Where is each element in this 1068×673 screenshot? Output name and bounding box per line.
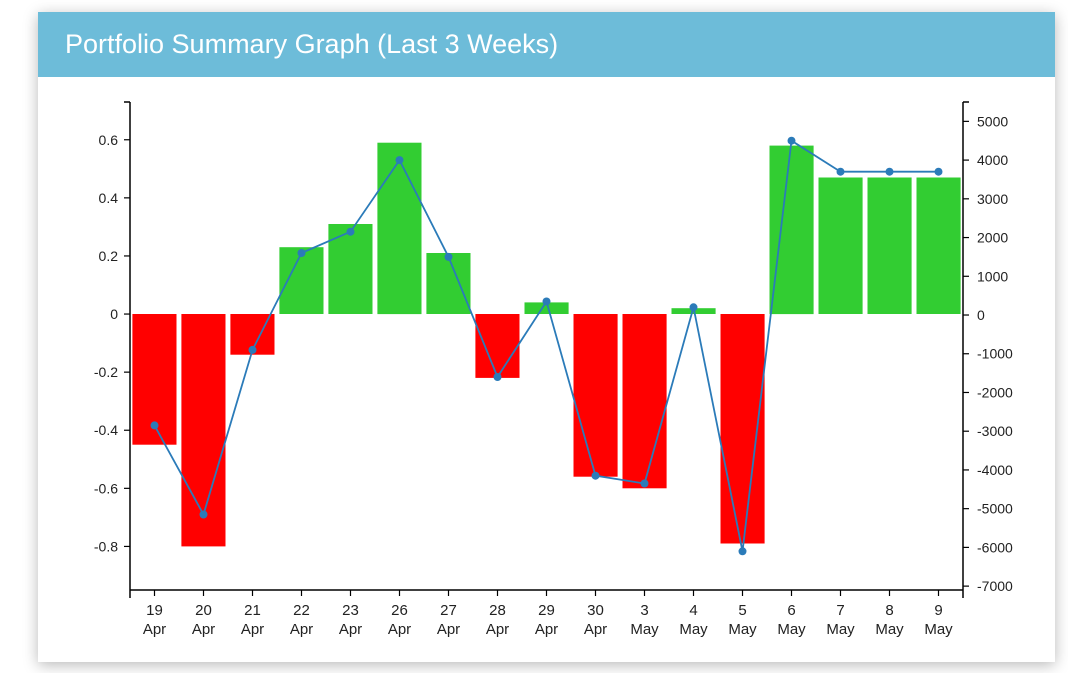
left-axis: 0.6 0.4 0.2 0 -0.2 -0.4 -0.6 -0.8: [94, 101, 131, 590]
x-tick-label-month: May: [924, 621, 953, 638]
x-tick-label-day: 20: [195, 602, 212, 619]
x-tick-label-month: Apr: [388, 621, 411, 638]
card-header: Portfolio Summary Graph (Last 3 Weeks): [38, 12, 1055, 77]
x-tick-label-day: 30: [587, 602, 604, 619]
chart-title: Portfolio Summary Graph (Last 3 Weeks): [65, 29, 559, 59]
x-tick-label-month: May: [728, 621, 757, 638]
line-point: [542, 297, 551, 306]
x-tick-label-month: May: [826, 621, 855, 638]
left-tick-label: -0.4: [94, 422, 118, 438]
x-tick-label-month: Apr: [143, 621, 166, 638]
line-point: [297, 249, 306, 257]
x-tick-label-month: May: [875, 621, 904, 638]
bar: [622, 314, 667, 489]
x-tick-label-month: Apr: [486, 621, 509, 638]
left-tick-label: 0.6: [99, 132, 119, 148]
x-tick-label-month: Apr: [584, 621, 607, 638]
x-tick-label-day: 8: [885, 602, 893, 619]
bar: [916, 177, 961, 314]
bar: [377, 142, 422, 315]
x-tick-label-day: 26: [391, 602, 408, 619]
left-tick-label: 0.2: [99, 248, 119, 264]
x-axis: 19 Apr 20 Apr 21 Apr 22 Apr 23 Apr 26 Apr 27 Apr 28 Apr…: [129, 589, 964, 638]
line-point: [934, 167, 943, 176]
bar: [867, 177, 912, 314]
line-point: [493, 373, 502, 381]
right-tick-label: 0: [977, 307, 985, 323]
x-tick-label-day: 28: [489, 602, 506, 619]
x-tick-label-day: 3: [640, 602, 648, 619]
right-tick-label: 4000: [977, 152, 1008, 168]
bar: [279, 247, 324, 314]
bar: [573, 314, 618, 477]
x-tick-label-month: May: [777, 621, 806, 638]
line-point: [346, 227, 355, 236]
left-tick-label: 0.4: [99, 190, 119, 206]
line-point: [395, 156, 404, 165]
x-tick-label-month: Apr: [535, 621, 558, 638]
right-tick-label: 2000: [977, 230, 1008, 246]
left-tick-label: 0: [110, 306, 118, 322]
x-tick-label-day: 22: [293, 602, 310, 619]
x-tick-label-month: May: [630, 621, 659, 638]
x-tick-label-day: 5: [738, 602, 746, 619]
x-tick-label-month: Apr: [241, 621, 264, 638]
line-point: [199, 510, 208, 519]
line-point: [591, 471, 600, 480]
right-tick-label: -7000: [977, 578, 1013, 594]
line-point: [836, 167, 845, 176]
x-tick-label-month: Apr: [192, 621, 215, 638]
line-point: [738, 547, 747, 556]
line-point: [444, 252, 453, 261]
line-point: [689, 303, 698, 312]
bar: [769, 145, 814, 315]
bars-series: [132, 142, 961, 547]
line-point: [885, 167, 894, 176]
x-tick-label-day: 29: [538, 602, 555, 619]
x-tick-label-month: Apr: [437, 621, 460, 638]
right-axis: 5000 4000 3000 2000 1000 0 -1000 -2000 -3000 -400…: [962, 101, 1013, 594]
right-tick-label: 5000: [977, 113, 1008, 129]
right-tick-label: -1000: [977, 346, 1013, 362]
x-tick-label-day: 4: [689, 602, 697, 619]
bar: [181, 314, 226, 547]
right-tick-label: -2000: [977, 384, 1013, 400]
left-tick-label: -0.6: [94, 480, 118, 496]
right-tick-label: -5000: [977, 501, 1013, 517]
x-tick-label-day: 19: [146, 602, 163, 619]
x-tick-label-day: 7: [836, 602, 844, 619]
right-tick-label: -3000: [977, 423, 1013, 439]
x-tick-label-day: 9: [934, 602, 942, 619]
right-tick-label: -4000: [977, 462, 1013, 478]
bar: [524, 302, 569, 314]
right-tick-label: 3000: [977, 191, 1008, 207]
bar: [426, 253, 471, 314]
x-tick-label-month: May: [679, 621, 708, 638]
left-tick-label: -0.8: [94, 538, 118, 554]
right-tick-label: -6000: [977, 539, 1013, 555]
x-tick-label-day: 21: [244, 602, 261, 619]
x-tick-label-day: 23: [342, 602, 359, 619]
line-point: [787, 136, 796, 145]
line-point: [248, 345, 257, 354]
x-tick-label-month: Apr: [290, 621, 313, 638]
line-point: [150, 421, 159, 430]
x-tick-label-month: Apr: [339, 621, 362, 638]
line-series: [150, 136, 943, 556]
x-tick-label-day: 27: [440, 602, 457, 619]
bar: [818, 177, 863, 314]
left-tick-label: -0.2: [94, 364, 118, 380]
right-tick-label: 1000: [977, 268, 1008, 284]
x-tick-label-day: 6: [787, 602, 795, 619]
bar: [475, 314, 520, 378]
line-point: [640, 479, 649, 488]
